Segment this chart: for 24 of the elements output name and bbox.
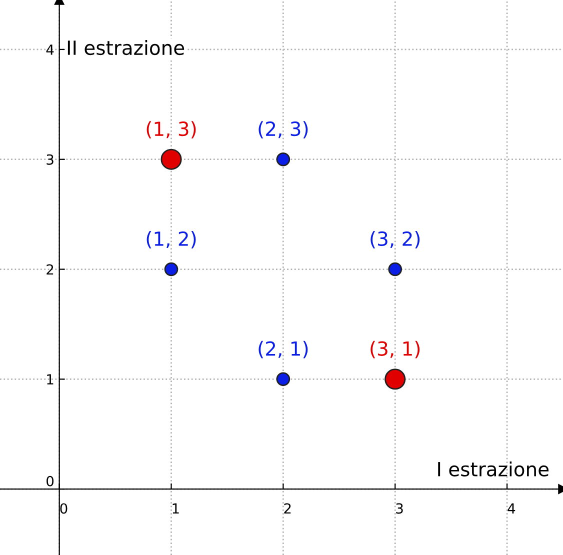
point	[276, 152, 290, 166]
y-tick-label: 4	[46, 44, 54, 55]
annotation: (1, 2)	[146, 231, 196, 248]
x-tick-label: 2	[284, 503, 291, 514]
x-tick-label: 0	[60, 503, 68, 514]
annotation: (1, 3)	[146, 121, 196, 138]
annotation: (3, 2)	[370, 231, 420, 248]
y-tick-label: 0	[46, 476, 54, 486]
annotation: (2, 3)	[258, 121, 308, 138]
x-axis-title: I estrazione	[438, 461, 549, 476]
annotation: (3, 1)	[370, 340, 420, 358]
point	[276, 372, 290, 386]
y-tick-label: 2	[46, 264, 54, 275]
point	[384, 368, 406, 390]
y-axis-title: II estrazione	[68, 40, 184, 56]
y-tick-label: 1	[47, 374, 54, 384]
x-tick-label: 3	[396, 503, 403, 514]
x-tick-label: 4	[508, 503, 516, 514]
point	[160, 148, 182, 170]
point	[388, 262, 402, 276]
annotation: (2, 1)	[258, 340, 308, 358]
point	[164, 262, 178, 276]
x-tick-label: 1	[172, 503, 179, 514]
y-tick-label: 3	[46, 154, 54, 165]
